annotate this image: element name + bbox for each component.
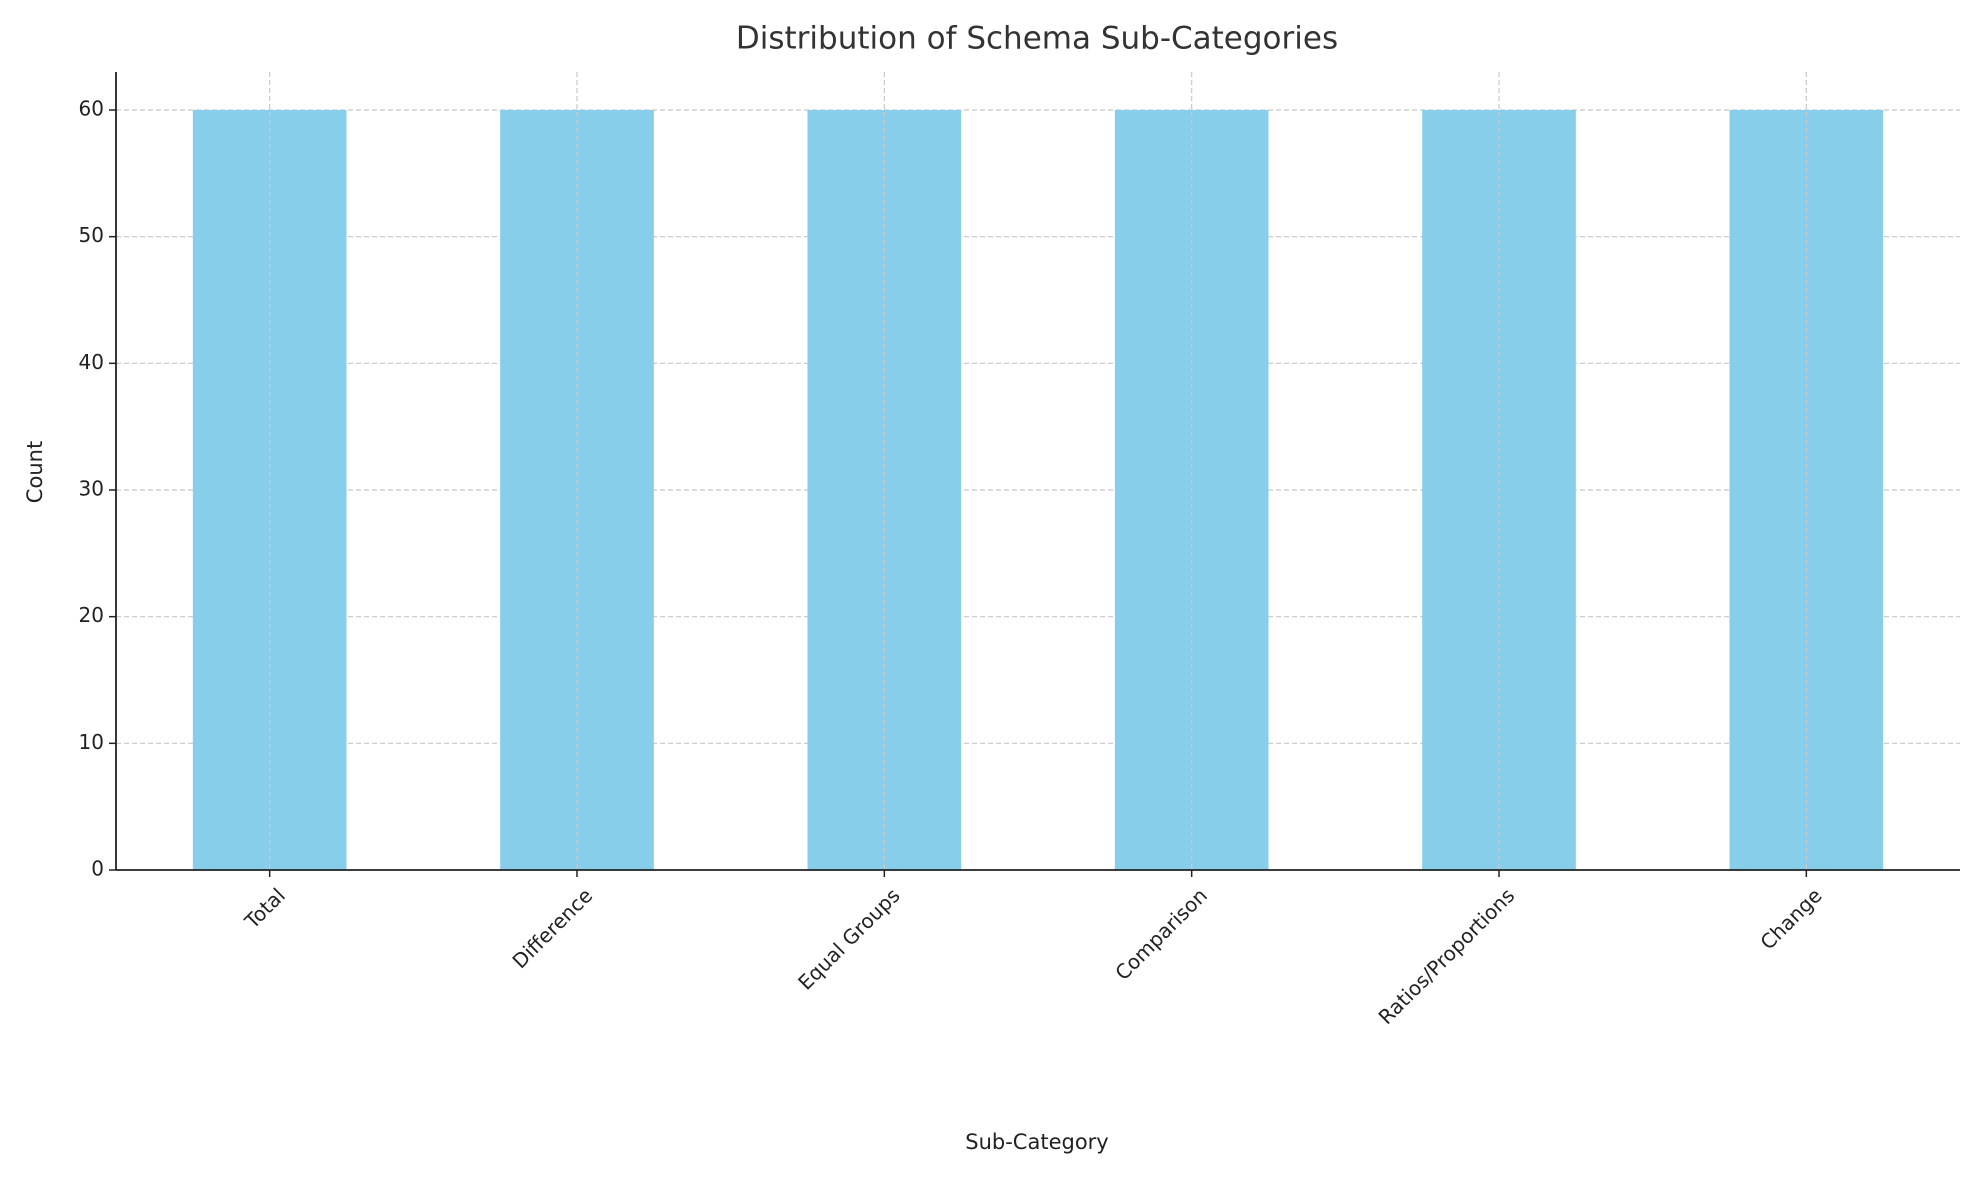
- x-tick-label: Equal Groups: [793, 883, 904, 994]
- y-tick-label: 40: [79, 350, 104, 374]
- x-axis-label: Sub-Category: [965, 1130, 1108, 1154]
- y-tick-label: 50: [79, 223, 104, 247]
- x-tick-label: Difference: [507, 883, 597, 973]
- x-tick-label: Ratios/Proportions: [1374, 883, 1520, 1029]
- y-tick-label: 0: [91, 857, 104, 881]
- y-axis-label: Count: [23, 441, 47, 503]
- x-tick-label: Change: [1755, 883, 1826, 954]
- y-tick-label: 10: [79, 730, 104, 754]
- chart-title: Distribution of Schema Sub-Categories: [736, 21, 1338, 57]
- x-tick-label: Total: [239, 883, 290, 934]
- y-tick-label: 30: [79, 477, 104, 501]
- x-tick-label: Comparison: [1110, 883, 1212, 985]
- y-tick-label: 60: [79, 97, 104, 121]
- y-tick-label: 20: [79, 603, 104, 627]
